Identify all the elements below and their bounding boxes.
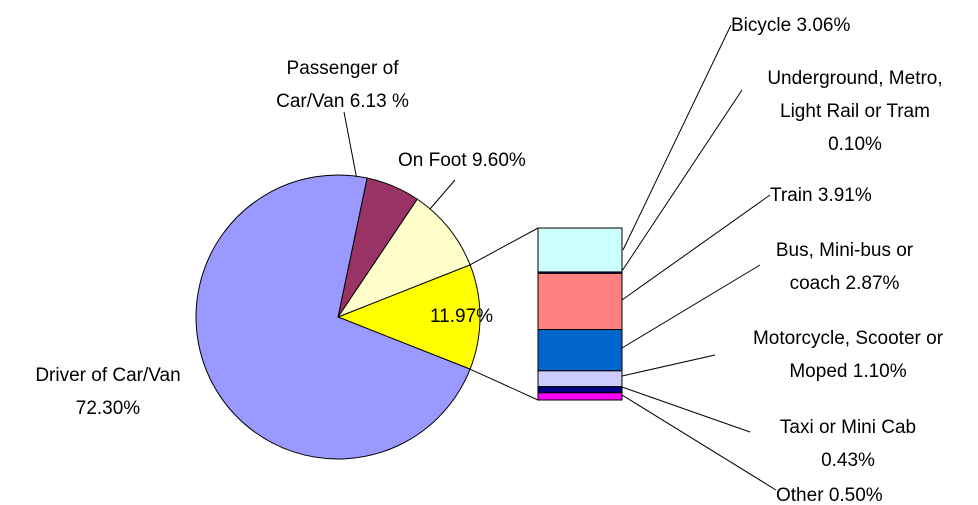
leader-line xyxy=(621,394,777,491)
category-name: Passenger of Car/Van xyxy=(276,58,399,112)
data-label: Train 3.91% xyxy=(770,179,872,212)
bar-segment xyxy=(537,370,623,388)
leader-line xyxy=(622,24,732,251)
value-label: 0.43% xyxy=(821,450,875,471)
leader-line xyxy=(343,111,358,181)
bar-segment xyxy=(537,392,623,401)
bar-segment xyxy=(537,272,623,331)
data-label: On Foot 9.60% xyxy=(398,144,526,177)
category-name: Other xyxy=(776,485,824,505)
data-label: Driver of Car/Van 72.30% xyxy=(13,359,203,425)
leader-line xyxy=(621,354,716,377)
leader-line xyxy=(621,264,761,349)
value-label: 9.60% xyxy=(471,150,526,171)
data-label: Bicycle 3.06% xyxy=(731,9,850,42)
value-label: 11.97% xyxy=(430,306,494,327)
connector-line xyxy=(469,368,539,401)
leader-line xyxy=(621,89,743,272)
data-label: Other 0.50% xyxy=(776,479,883,505)
leader-line xyxy=(621,386,751,433)
data-label: Passenger of Car/Van 6.13 % xyxy=(255,52,430,118)
category-name: Motorcycle, Scooter or Moped xyxy=(752,328,944,382)
category-name: Taxi or Mini Cab xyxy=(779,417,917,438)
leader-lines xyxy=(343,24,777,491)
pie-slice xyxy=(336,264,481,370)
value-label: 3.91% xyxy=(817,185,872,206)
value-label: 3.06% xyxy=(796,15,851,36)
category-name: Underground, Metro, Light Rail or Tram xyxy=(767,68,943,122)
category-name: Driver of Car/Van xyxy=(35,365,181,386)
data-label: Bus, Mini-bus or coach 2.87% xyxy=(757,234,932,300)
pie-slice xyxy=(195,174,471,460)
pie-slice xyxy=(336,198,471,319)
category-name: Bicycle xyxy=(731,15,792,36)
value-label: 72.30% xyxy=(75,398,141,419)
category-name: Train xyxy=(770,185,813,206)
bar-segment xyxy=(537,227,623,273)
data-label: Motorcycle, Scooter or Moped 1.10% xyxy=(748,322,948,388)
bar-segment xyxy=(537,386,623,394)
value-label: 6.13 % xyxy=(349,91,409,112)
value-label: 2.87% xyxy=(845,273,900,294)
value-label: 1.10% xyxy=(852,361,907,382)
category-name: On Foot xyxy=(398,150,467,171)
value-label: 0.10% xyxy=(828,134,882,155)
data-label: Underground, Metro, Light Rail or Tram 0… xyxy=(755,62,955,161)
connector-line xyxy=(469,227,539,266)
value-label: 0.50% xyxy=(828,485,883,505)
data-label: 11.97% xyxy=(430,300,493,333)
data-label: Taxi or Mini Cab 0.43% xyxy=(763,411,933,477)
leader-line xyxy=(621,194,771,301)
bar-segment xyxy=(537,329,623,372)
category-name: Bus, Mini-bus or coach xyxy=(775,240,914,294)
